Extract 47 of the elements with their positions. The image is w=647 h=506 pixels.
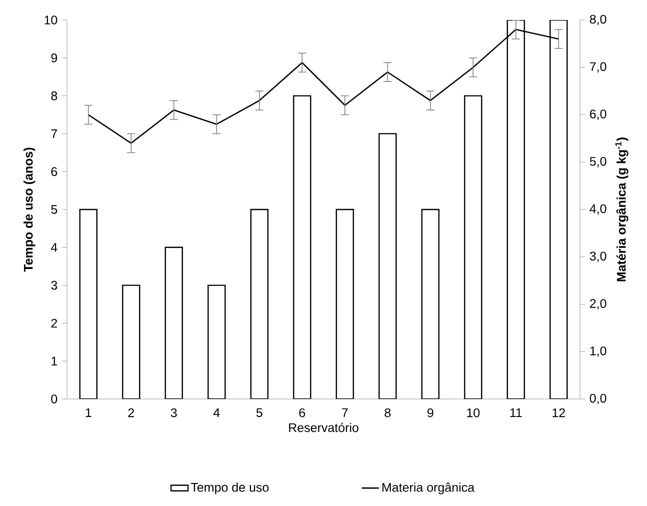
y2-axis-title: Matéria orgânica (g kg$^{-1}$) bbox=[615, 138, 628, 282]
y-tick-label: 6 bbox=[51, 167, 58, 176]
x-tick-label: 3 bbox=[170, 408, 177, 418]
y-tick-label: 4 bbox=[50, 243, 58, 252]
bar bbox=[378, 133, 397, 399]
bar bbox=[336, 208, 354, 399]
x-tick-label: 1 bbox=[86, 408, 92, 417]
bar bbox=[79, 208, 98, 399]
bar bbox=[122, 284, 140, 399]
y2-tick-label: 8,0 bbox=[590, 14, 606, 26]
y2-tick-label: 3,0 bbox=[590, 252, 606, 262]
x-axis-title: Reservatório bbox=[289, 422, 358, 432]
y2-tick-label: 2,0 bbox=[590, 299, 606, 310]
y2-tick-label: 0,0 bbox=[590, 394, 606, 404]
x-tick-label: 10 bbox=[467, 408, 480, 418]
y-tick-label: 2 bbox=[51, 318, 58, 328]
x-tick-label: 6 bbox=[299, 408, 306, 418]
y2-tick-label: 7,0 bbox=[590, 62, 606, 73]
legend-label: Materia orgânica bbox=[382, 482, 475, 494]
y-tick-label: 8 bbox=[51, 91, 58, 100]
bar bbox=[164, 246, 183, 399]
y-tick-label: 0 bbox=[51, 394, 58, 404]
x-tick-label: 8 bbox=[384, 408, 391, 418]
x-tick-label: 11 bbox=[510, 408, 522, 417]
x-tick-label: 2 bbox=[128, 408, 134, 418]
x-tick-label: 7 bbox=[342, 408, 348, 417]
bar bbox=[293, 95, 312, 399]
x-tick-label: 4 bbox=[213, 408, 220, 417]
bar bbox=[421, 208, 440, 399]
bar bbox=[208, 284, 226, 399]
legend-label: Tempo de uso bbox=[190, 482, 269, 494]
y-tick-label: 7 bbox=[51, 129, 58, 138]
x-tick-label: 9 bbox=[428, 408, 434, 418]
y-tick-label: 5 bbox=[51, 205, 58, 214]
x-tick-label: 12 bbox=[552, 408, 565, 418]
bar bbox=[250, 208, 268, 399]
y-axis-title: Tempo de uso (anos) bbox=[24, 148, 36, 272]
y2-tick-label: 5,0 bbox=[590, 156, 606, 168]
y-tick-label: 10 bbox=[44, 16, 58, 24]
y2-tick-label: 4,0 bbox=[590, 204, 606, 215]
y2-tick-label: 6,0 bbox=[590, 110, 606, 120]
bar bbox=[464, 95, 482, 399]
y-tick-label: 1 bbox=[52, 356, 58, 366]
y-tick-label: 3 bbox=[51, 280, 58, 290]
x-tick-label: 5 bbox=[256, 408, 262, 418]
y2-tick-label: 1,0 bbox=[590, 346, 606, 357]
y-tick-label: 9 bbox=[51, 53, 58, 62]
